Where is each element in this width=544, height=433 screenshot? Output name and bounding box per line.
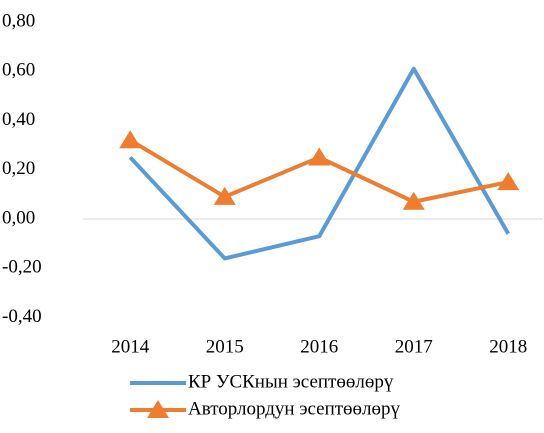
y-tick-label: 0,00 xyxy=(2,207,35,228)
marker xyxy=(497,172,520,191)
y-tick-label: 0,60 xyxy=(2,60,35,81)
marker xyxy=(402,191,425,210)
y-tick-label: -0,40 xyxy=(2,306,42,327)
legend-label: Авторлордун эсептөөлөрү xyxy=(188,398,401,419)
y-tick-label: 0,40 xyxy=(2,109,35,130)
x-tick-label: 2015 xyxy=(206,336,244,357)
marker xyxy=(213,186,236,205)
series-line xyxy=(128,66,510,261)
x-tick-label: 2014 xyxy=(111,336,150,357)
marker xyxy=(308,147,331,166)
legend-marker xyxy=(147,400,169,418)
legend-label: КР УСКнын эсептөөлөрү xyxy=(188,371,394,392)
x-tick-label: 2016 xyxy=(300,336,338,357)
y-tick-label: -0,20 xyxy=(2,257,42,278)
y-tick-label: 0,20 xyxy=(2,158,35,179)
x-tick-label: 2018 xyxy=(489,336,527,357)
x-tick-label: 2017 xyxy=(395,336,433,357)
marker xyxy=(119,130,142,149)
y-tick-label: 0,80 xyxy=(2,10,35,31)
